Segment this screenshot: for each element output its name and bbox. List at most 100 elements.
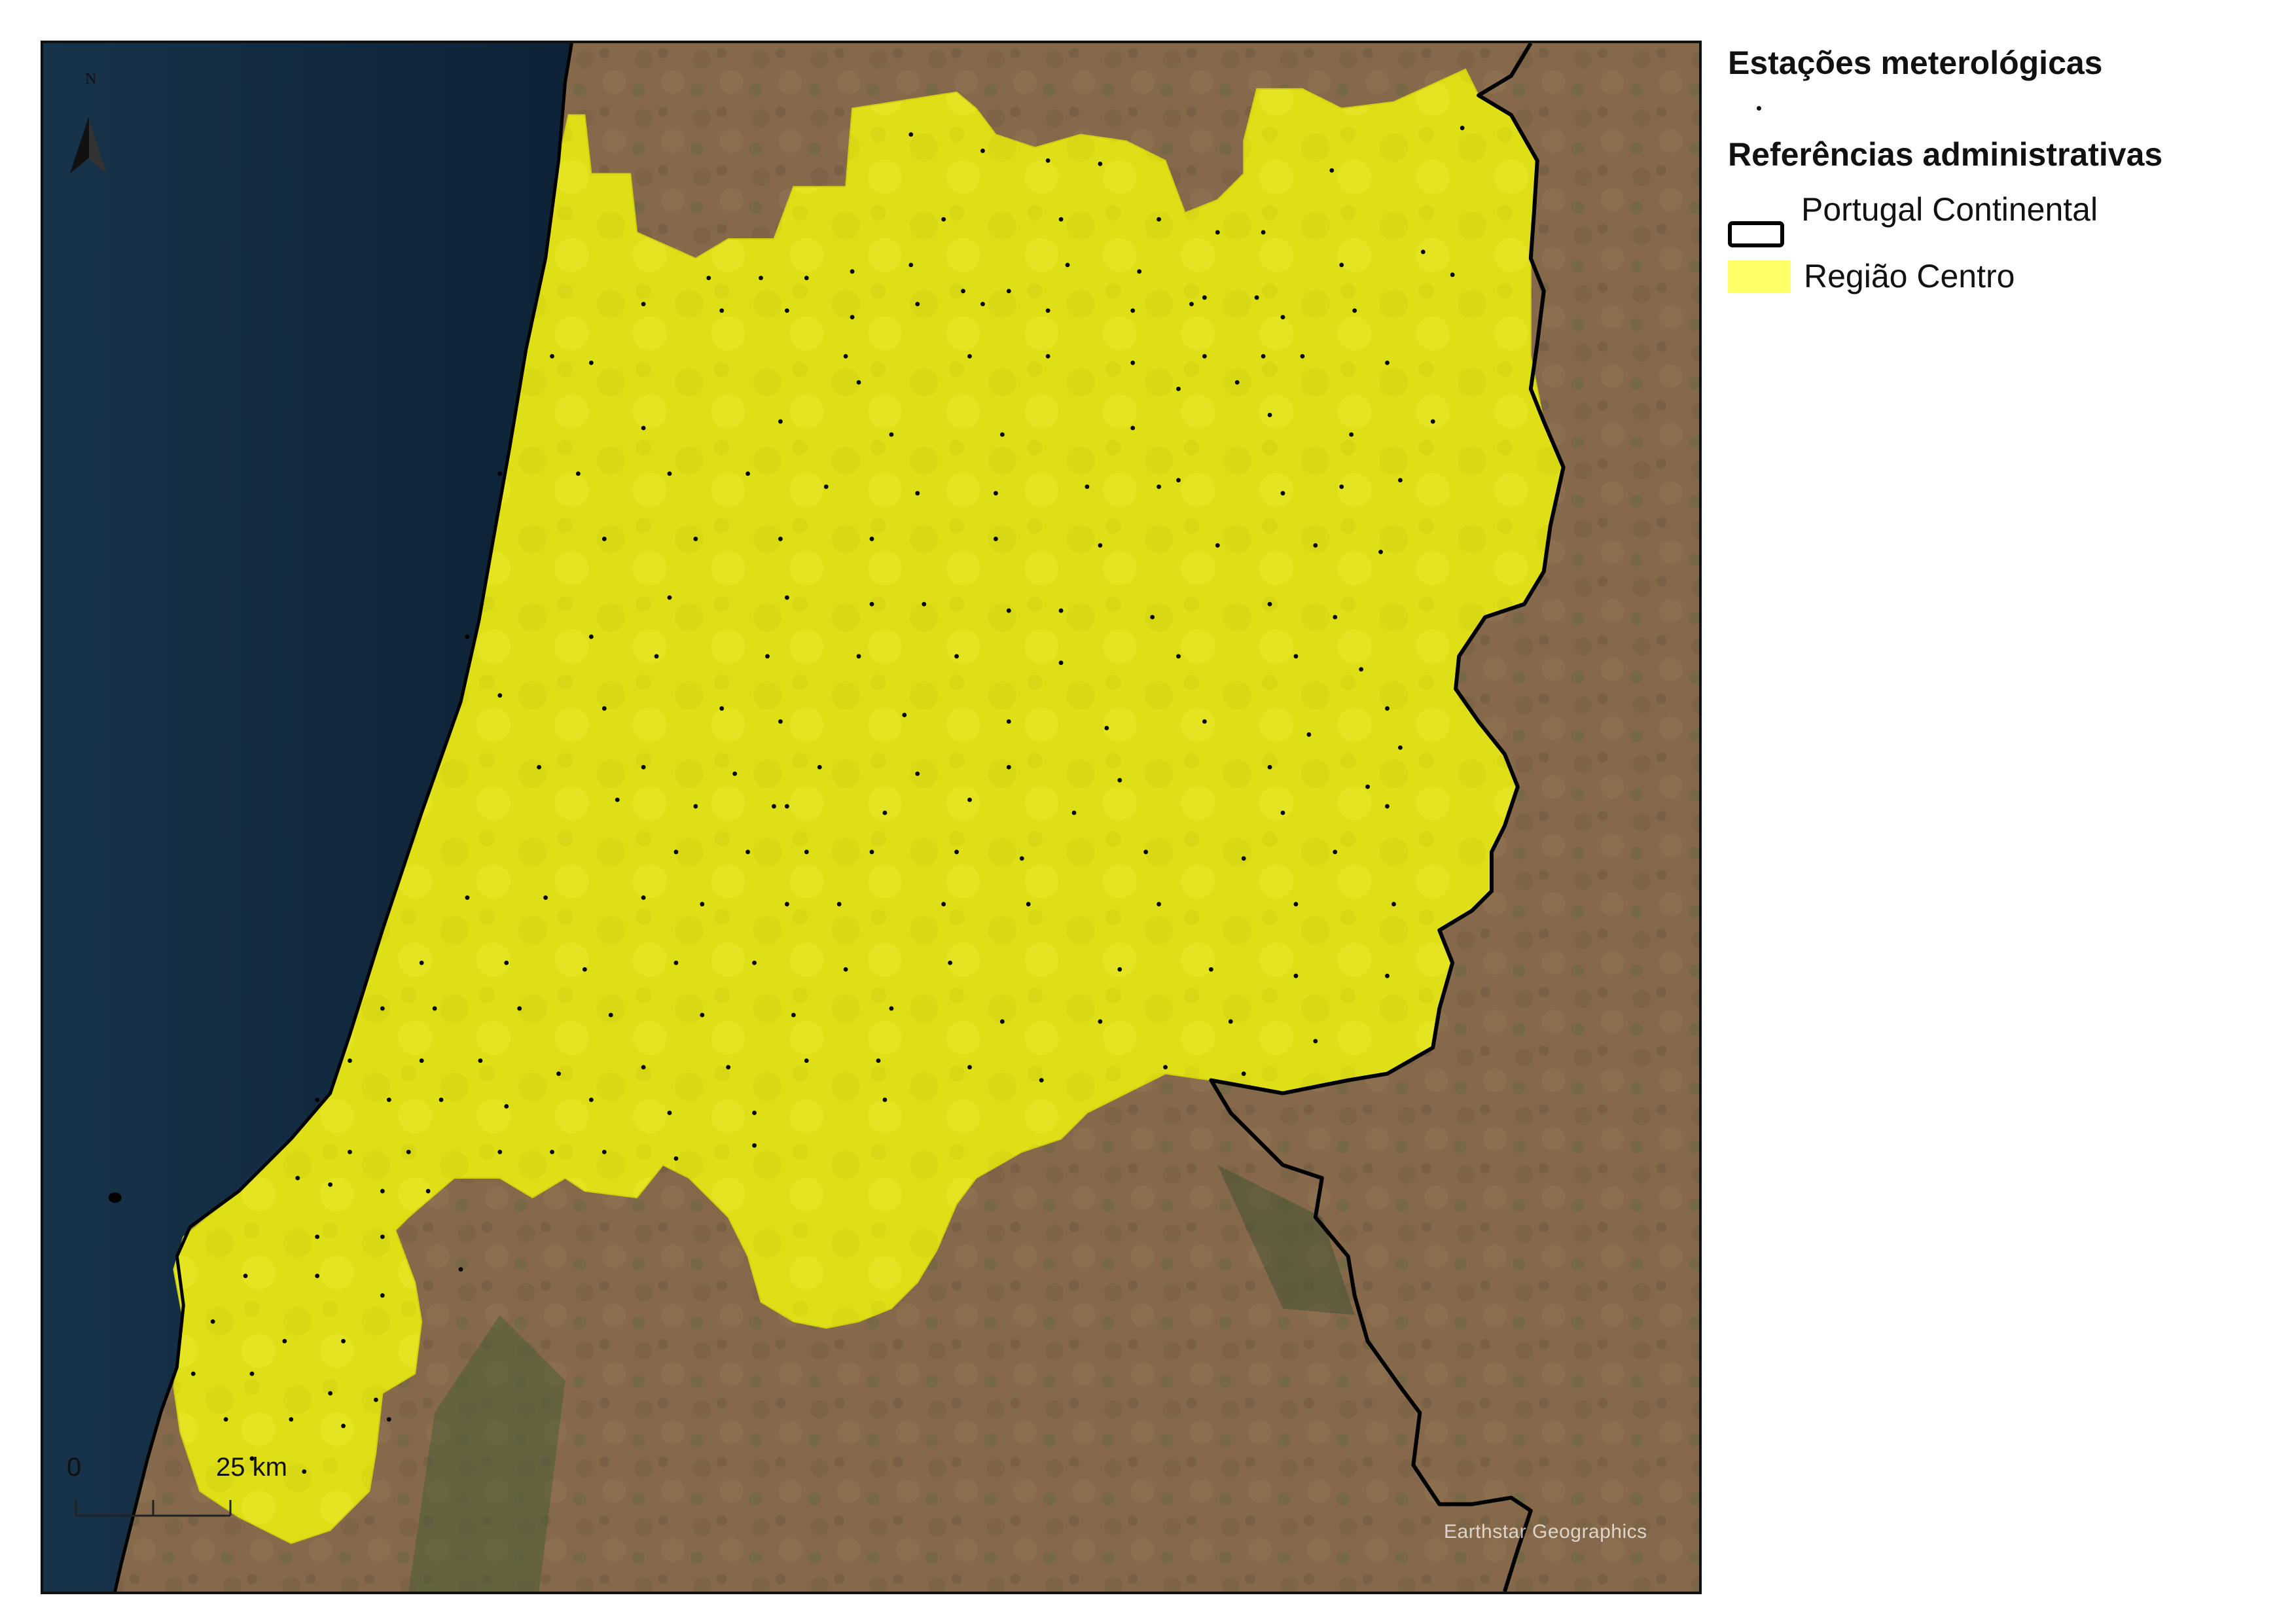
station-point[interactable] [967, 353, 972, 359]
station-point[interactable] [1189, 302, 1194, 307]
station-point[interactable] [693, 804, 698, 809]
station-point[interactable] [1117, 777, 1122, 783]
station-point[interactable] [1202, 353, 1207, 359]
station-point[interactable] [380, 1188, 385, 1194]
station-point[interactable] [765, 654, 770, 659]
station-point[interactable] [1104, 726, 1109, 730]
station-point[interactable] [1006, 764, 1011, 770]
station-point[interactable] [1163, 1065, 1168, 1070]
station-point[interactable] [1385, 706, 1390, 711]
station-point[interactable] [804, 1058, 809, 1063]
station-point[interactable] [1261, 353, 1266, 359]
station-point[interactable] [889, 1006, 894, 1011]
station-point[interactable] [667, 471, 672, 476]
station-point[interactable] [315, 1234, 320, 1240]
station-point[interactable] [190, 1371, 196, 1376]
station-point[interactable] [1150, 615, 1155, 620]
map-frame[interactable]: Earthstar Geographics [41, 41, 1702, 1594]
station-point[interactable] [1293, 654, 1299, 659]
station-point[interactable] [1137, 269, 1142, 274]
station-point[interactable] [1215, 230, 1220, 235]
station-point[interactable] [843, 353, 848, 359]
station-point[interactable] [700, 902, 705, 906]
station-point[interactable] [1359, 667, 1364, 672]
station-point[interactable] [1391, 902, 1396, 906]
station-point[interactable] [341, 1338, 346, 1344]
station-point[interactable] [576, 471, 581, 476]
station-point[interactable] [785, 595, 789, 600]
station-point[interactable] [1215, 543, 1220, 548]
station-point[interactable] [1398, 478, 1403, 483]
station-point[interactable] [980, 149, 985, 153]
station-point[interactable] [915, 771, 920, 776]
station-point[interactable] [1045, 158, 1050, 163]
station-point[interactable] [1058, 608, 1064, 613]
station-point[interactable] [667, 1111, 672, 1115]
station-point[interactable] [1045, 308, 1050, 313]
station-point[interactable] [719, 308, 725, 313]
station-point[interactable] [908, 132, 914, 137]
station-point[interactable] [850, 315, 855, 319]
station-point[interactable] [608, 1012, 613, 1018]
station-point[interactable] [1398, 745, 1403, 750]
station-point[interactable] [856, 654, 861, 659]
station-point[interactable] [1143, 849, 1149, 855]
station-point[interactable] [915, 302, 920, 307]
station-point[interactable] [882, 1097, 888, 1102]
station-point[interactable] [641, 895, 646, 900]
station-point[interactable] [282, 1338, 287, 1344]
station-point[interactable] [1349, 432, 1354, 437]
station-point[interactable] [1071, 810, 1077, 815]
station-point[interactable] [1300, 353, 1305, 359]
station-point[interactable] [210, 1319, 215, 1324]
station-point[interactable] [582, 967, 587, 972]
station-point[interactable] [778, 719, 783, 724]
station-point[interactable] [1026, 902, 1031, 906]
station-point[interactable] [641, 1065, 646, 1070]
station-point[interactable] [615, 797, 620, 802]
station-point[interactable] [915, 491, 920, 496]
station-point[interactable] [1261, 230, 1266, 235]
station-point[interactable] [967, 797, 972, 802]
station-point[interactable] [752, 960, 757, 965]
station-point[interactable] [1228, 1019, 1233, 1024]
station-point[interactable] [465, 634, 470, 639]
station-point[interactable] [328, 1182, 333, 1187]
station-point[interactable] [1280, 810, 1285, 815]
station-point[interactable] [1098, 161, 1103, 166]
station-point[interactable] [601, 537, 607, 541]
station-point[interactable] [1085, 484, 1090, 490]
station-point[interactable] [550, 353, 554, 359]
station-point[interactable] [1420, 249, 1426, 255]
station-point[interactable] [980, 302, 985, 307]
station-point[interactable] [1339, 484, 1344, 490]
station-point[interactable] [1202, 295, 1207, 300]
station-point[interactable] [745, 849, 750, 855]
station-point[interactable] [804, 276, 809, 281]
station-point[interactable] [1157, 902, 1161, 906]
station-point[interactable] [1267, 412, 1272, 418]
station-point[interactable] [1006, 289, 1011, 294]
station-point[interactable] [954, 654, 959, 659]
station-point[interactable] [1157, 217, 1161, 222]
station-point[interactable] [1019, 856, 1024, 861]
station-point[interactable] [654, 654, 659, 659]
station-point[interactable] [465, 895, 470, 900]
station-point[interactable] [1365, 784, 1370, 789]
station-point[interactable] [785, 804, 789, 809]
station-point[interactable] [1293, 973, 1299, 978]
station-point[interactable] [328, 1391, 333, 1396]
station-point[interactable] [504, 960, 509, 965]
station-point[interactable] [673, 960, 679, 965]
station-point[interactable] [876, 1058, 881, 1063]
station-point[interactable] [601, 706, 607, 711]
station-point[interactable] [908, 262, 914, 268]
station-point[interactable] [1006, 608, 1011, 613]
station-point[interactable] [1333, 849, 1338, 855]
station-point[interactable] [778, 419, 783, 424]
station-point[interactable] [1450, 272, 1455, 277]
station-point[interactable] [1039, 1078, 1044, 1083]
station-point[interactable] [745, 471, 750, 476]
station-point[interactable] [1117, 967, 1122, 972]
station-point[interactable] [1267, 601, 1272, 607]
